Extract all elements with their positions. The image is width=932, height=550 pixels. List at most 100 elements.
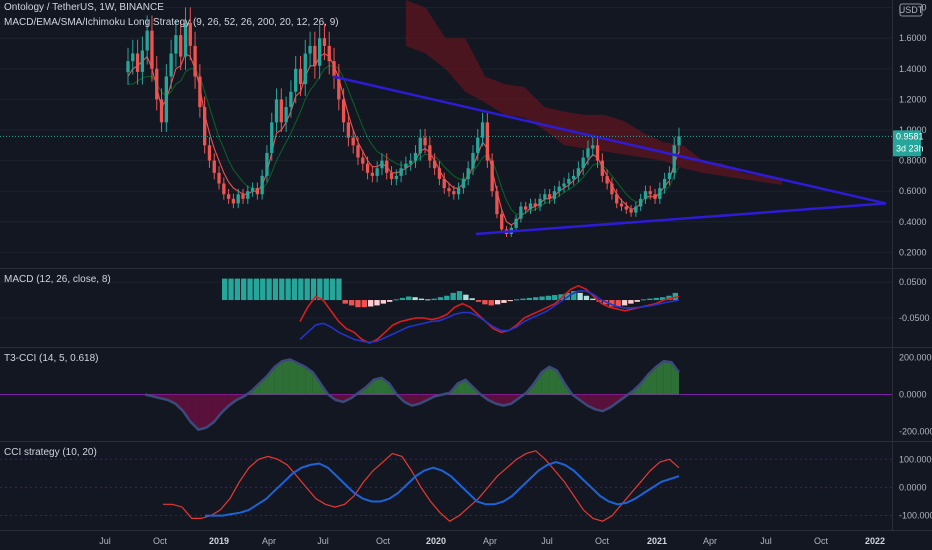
macd-bar [640, 299, 647, 301]
currency-badge [899, 3, 923, 17]
macd-bar [355, 300, 361, 308]
macd-bar [469, 298, 475, 301]
candle-body [418, 137, 422, 153]
macd-bar [545, 295, 552, 301]
t3cci-fill [534, 372, 542, 395]
macd-bar [285, 278, 291, 301]
t3cci-fill [175, 394, 184, 412]
x-axis-label: Oct [814, 536, 829, 546]
ema-line-1 [128, 65, 680, 215]
price-tag-value: 0.9581 [896, 131, 924, 141]
macd-bar [399, 297, 406, 301]
candle-body [485, 122, 490, 161]
macd-bar [437, 297, 444, 301]
candle-body [399, 168, 403, 176]
t3cci-fill [541, 366, 550, 395]
candle-body [615, 194, 619, 204]
candle-body [332, 61, 336, 77]
macd-bar [628, 300, 634, 304]
candle-body [466, 168, 470, 179]
candle-body [389, 172, 394, 179]
x-axis-label: Jul [317, 536, 329, 546]
macd-bar [298, 278, 304, 301]
price-tag-countdown: 3d 23h [896, 143, 924, 153]
candle-body [600, 160, 605, 176]
t3cci-fill [373, 377, 382, 395]
macd-bar [621, 300, 628, 306]
t3cci-fill [549, 366, 557, 395]
t3cci-fill [297, 363, 306, 395]
candle-body [346, 122, 351, 138]
candle-body [370, 172, 375, 176]
price-axis-label: 1.2000 [899, 94, 927, 104]
candle-body [595, 145, 600, 161]
macd-bar [488, 300, 494, 306]
cci-axis-label: 0.0000 [899, 482, 927, 492]
candle-body [241, 194, 245, 199]
candle-body [538, 198, 542, 207]
candle-body [140, 50, 145, 72]
candle-body [303, 53, 307, 85]
macd-bar [393, 299, 399, 301]
candle-body [667, 172, 672, 179]
macd-bar [247, 278, 253, 301]
candle-body [322, 38, 327, 46]
candle-body [279, 99, 283, 123]
candle-body [270, 122, 274, 153]
t3cci-fill [305, 366, 313, 395]
candle-body [250, 188, 255, 192]
x-axis-label: Oct [153, 536, 168, 546]
candle-body [495, 191, 499, 215]
macd-axis-label: -0.0500 [899, 313, 930, 323]
macd-bar [475, 300, 482, 302]
macd-bar [609, 300, 615, 307]
macd-bar [317, 278, 323, 301]
t3cci-fill [404, 394, 412, 406]
candle-body [294, 68, 298, 92]
t3cci-fill [206, 394, 214, 428]
candle-body [375, 168, 379, 176]
candle-body [404, 163, 408, 169]
candle-body [653, 194, 657, 199]
candle-body [658, 188, 662, 199]
ichimoku-cloud [405, 0, 782, 186]
candle-body [500, 214, 504, 230]
candle-body [246, 191, 250, 199]
candle-body [308, 45, 312, 54]
signal-line [299, 290, 680, 344]
t3cci-fill [610, 394, 618, 408]
candle-body [452, 191, 456, 195]
macd-bar [304, 278, 310, 301]
t3cci-fill [663, 361, 672, 395]
price-axis-label: 0.4000 [899, 217, 927, 227]
candle-body [447, 188, 451, 192]
candle-body [643, 191, 648, 199]
t3cci-fill [289, 359, 298, 395]
candle-body [361, 157, 365, 164]
cci-series-1 [205, 461, 680, 517]
x-axis-label: Oct [376, 536, 391, 546]
candle-body [471, 152, 475, 169]
candle-body [605, 175, 609, 184]
t3cci-fill [656, 361, 664, 395]
price-axis-label: 0.8000 [899, 156, 927, 166]
macd-bar [450, 292, 456, 301]
t3cci-fill [465, 379, 474, 395]
candle-body [428, 145, 432, 161]
macd-bar [634, 300, 640, 302]
x-axis-label: Oct [595, 536, 610, 546]
macd-bar [647, 298, 653, 301]
x-axis-label: 2020 [426, 536, 446, 546]
candle-body [442, 178, 446, 189]
candle-body [672, 145, 676, 173]
x-axis-label: Apr [262, 536, 276, 546]
macd-bar [222, 278, 228, 301]
candle-body [155, 68, 159, 100]
macd-bar [501, 300, 507, 303]
x-axis-label: 2021 [647, 536, 667, 546]
macd-bar [336, 278, 342, 301]
candle-body [662, 178, 667, 189]
price-axis-label: 1.0000 [899, 125, 927, 135]
